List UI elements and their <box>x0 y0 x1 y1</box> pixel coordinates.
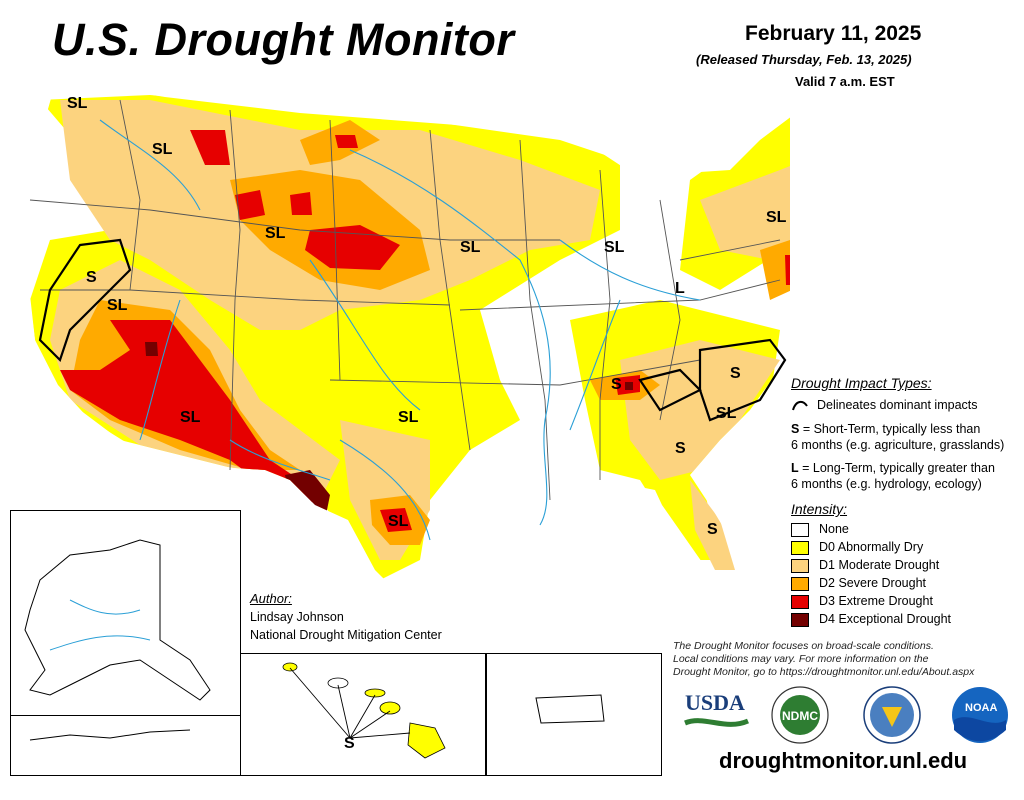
impact-label: SL <box>388 513 409 530</box>
svg-text:NDMC: NDMC <box>782 709 818 723</box>
impact-label: SL <box>604 239 625 256</box>
impact-line-legend: Delineates dominant impacts <box>791 398 978 412</box>
impact-label: S <box>730 365 741 382</box>
svg-text:NOAA: NOAA <box>965 702 997 714</box>
impact-label: SL <box>716 405 737 422</box>
release-date: (Released Thursday, Feb. 13, 2025) <box>696 52 912 67</box>
intensity-row: D3 Extreme Drought <box>791 593 933 609</box>
intensity-label: D0 Abnormally Dry <box>819 540 924 554</box>
long-term-description: L = Long-Term, typically greater than 6 … <box>791 461 995 491</box>
intensity-row: D2 Severe Drought <box>791 575 926 591</box>
intensity-label: D1 Moderate Drought <box>819 558 940 572</box>
commerce-logo <box>863 686 921 744</box>
valid-time: Valid 7 a.m. EST <box>795 74 895 89</box>
ndmc-logo: NDMC <box>771 686 829 744</box>
intensity-row: D4 Exceptional Drought <box>791 611 951 627</box>
intensity-row: None <box>791 521 849 537</box>
intensity-title: Intensity: <box>791 501 848 517</box>
map-title: U.S. Drought Monitor <box>52 14 515 65</box>
impact-label: S <box>675 440 686 457</box>
map-date: February 11, 2025 <box>745 22 922 45</box>
author-organization: National Drought Mitigation Center <box>250 628 442 642</box>
impact-label: S <box>707 521 718 538</box>
author-heading: Author: <box>250 591 292 606</box>
impact-label: S <box>611 376 622 393</box>
short-term-description: S = Short-Term, typically less than 6 mo… <box>791 422 1005 452</box>
impact-labels: SL SL SL S SL SL SL SL SL L SL S SL S SL… <box>67 95 787 538</box>
hawaii-inset: S <box>240 653 486 776</box>
alaska-inset <box>10 510 241 776</box>
impact-label: SL <box>152 141 173 158</box>
disclaimer: The Drought Monitor focuses on broad-sca… <box>673 640 975 678</box>
drought-areas <box>30 90 790 580</box>
intensity-row: D0 Abnormally Dry <box>791 539 923 555</box>
hawaii-impact-label: S <box>344 735 355 752</box>
website-url[interactable]: droughtmonitor.unl.edu <box>719 748 968 773</box>
author-name: Lindsay Johnson <box>250 610 344 624</box>
rivers <box>99 119 701 541</box>
impact-label: L <box>675 280 685 297</box>
impact-label: SL <box>460 239 481 256</box>
intensity-swatch <box>791 612 809 627</box>
intensity-label: D2 Severe Drought <box>819 576 927 590</box>
impact-lines <box>38 238 787 422</box>
intensity-swatch <box>791 540 809 555</box>
usda-logo: USDA <box>684 690 749 727</box>
impact-line-icon <box>792 400 808 411</box>
noaa-logo: NOAA <box>952 687 1008 743</box>
intensity-label: D4 Exceptional Drought <box>819 612 952 626</box>
intensity-swatch <box>791 522 809 537</box>
intensity-swatch <box>791 558 809 573</box>
impact-label: SL <box>107 297 128 314</box>
state-borders <box>29 99 781 501</box>
agency-logos: USDA NDMC NOAA <box>684 686 1008 744</box>
impact-types-title: Drought Impact Types: <box>791 375 932 391</box>
impact-label: SL <box>180 409 201 426</box>
intensity-swatch <box>791 576 809 591</box>
impact-label: SL <box>67 95 88 112</box>
impact-label: SL <box>398 409 419 426</box>
impact-label: SL <box>265 225 286 242</box>
intensity-row: D1 Moderate Drought <box>791 557 939 573</box>
impact-label: S <box>86 269 97 286</box>
intensity-swatch <box>791 594 809 609</box>
puerto-rico-inset <box>486 653 662 776</box>
intensity-label: None <box>819 522 849 536</box>
impact-label: SL <box>766 209 787 226</box>
intensity-label: D3 Extreme Drought <box>819 594 933 608</box>
svg-text:USDA: USDA <box>685 690 745 715</box>
drought-map: SL SL SL S SL SL SL SL SL L SL S SL S SL… <box>22 80 790 593</box>
